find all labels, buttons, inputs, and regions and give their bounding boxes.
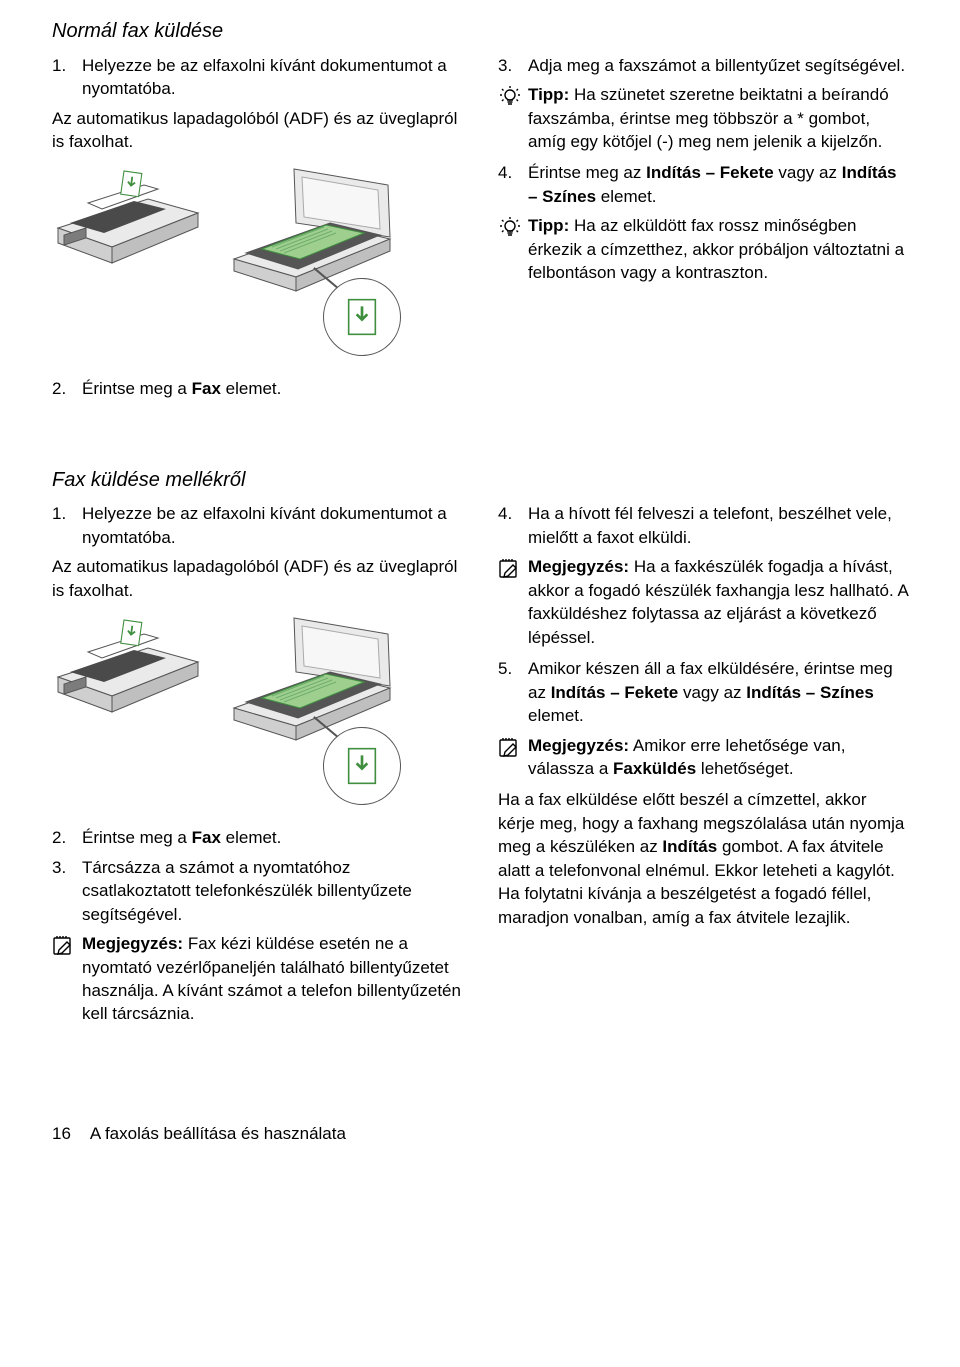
s2-step4: 4. Ha a hívott fél felveszi a telefont, … — [498, 502, 908, 549]
section1-title: Normál fax küldése — [52, 18, 908, 46]
step-text: Érintse meg a Fax elemet. — [82, 826, 462, 849]
step-text: Ha a hívott fél felveszi a telefont, bes… — [528, 502, 908, 549]
printer-adf-icon — [52, 612, 204, 722]
section1-right: 3. Adja meg a faxszámot a billentyűzet s… — [498, 54, 908, 407]
section2-title: Fax küldése mellékről — [52, 467, 908, 495]
t: Indítás — [662, 837, 717, 856]
section2-columns: 1. Helyezze be az elfaxolni kívánt dokum… — [52, 502, 908, 1033]
section1-left: 1. Helyezze be az elfaxolni kívánt dokum… — [52, 54, 462, 407]
t: Faxküldés — [613, 759, 696, 778]
note-icon — [498, 555, 528, 649]
s2-note3: Megjegyzés: Amikor erre lehetősége van, … — [498, 734, 908, 781]
t: Indítás – Fekete — [551, 683, 679, 702]
step-text: Érintse meg az Indítás – Fekete vagy az … — [528, 161, 908, 208]
text-bold: Tipp: — [528, 216, 569, 235]
t: Megjegyzés: — [82, 934, 183, 953]
s2-para: Ha a fax elküldése előtt beszél a címzet… — [498, 788, 908, 929]
section2-right: 4. Ha a hívott fél felveszi a telefont, … — [498, 502, 908, 1033]
step-text: Helyezze be az elfaxolni kívánt dokument… — [82, 54, 462, 101]
printer-flatbed-wrap — [228, 612, 428, 812]
printer-adf-icon — [52, 163, 204, 273]
step-number: 2. — [52, 377, 82, 400]
step-number: 2. — [52, 826, 82, 849]
step-number: 1. — [52, 502, 82, 549]
s2-step3: 3. Tárcsázza a számot a nyomtatóhoz csat… — [52, 856, 462, 926]
text-body: Ha szünetet szeretne beiktatni a beírand… — [528, 85, 889, 151]
t: lehetőséget. — [696, 759, 793, 778]
tip-text: Tipp: Ha az elküldött fax rossz minőségb… — [528, 214, 908, 284]
section1-columns: 1. Helyezze be az elfaxolni kívánt dokum… — [52, 54, 908, 407]
printer-flatbed-icon — [228, 612, 398, 742]
text-post: elemet. — [221, 379, 281, 398]
t: elemet. — [221, 828, 281, 847]
t: elemet. — [528, 706, 584, 725]
t: Érintse meg az — [528, 163, 646, 182]
s2-adf-note: Az automatikus lapadagolóból (ADF) és az… — [52, 555, 462, 602]
note-text: Megjegyzés: Ha a faxkészülék fogadja a h… — [528, 555, 908, 649]
printer-flatbed-wrap — [228, 163, 428, 363]
s2-step5: 5. Amikor készen áll a fax elküldésére, … — [498, 657, 908, 727]
s1-tip1: Tipp: Ha szünetet szeretne beiktatni a b… — [498, 83, 908, 153]
step-text: Adja meg a faxszámot a billentyűzet segí… — [528, 54, 908, 77]
tip-text: Tipp: Ha szünetet szeretne beiktatni a b… — [528, 83, 908, 153]
text-bold: Tipp: — [528, 85, 569, 104]
note-text: Megjegyzés: Fax kézi küldése esetén ne a… — [82, 932, 462, 1026]
step-number: 4. — [498, 161, 528, 208]
s1-step1: 1. Helyezze be az elfaxolni kívánt dokum… — [52, 54, 462, 101]
note-icon — [52, 932, 82, 1026]
t: Indítás – Színes — [746, 683, 874, 702]
s1-step3: 3. Adja meg a faxszámot a billentyűzet s… — [498, 54, 908, 77]
step-number: 5. — [498, 657, 528, 727]
note-icon — [498, 734, 528, 781]
page-footer: 16 A faxolás beállítása és használata — [52, 1122, 908, 1145]
note-text: Megjegyzés: Amikor erre lehetősége van, … — [528, 734, 908, 781]
step-text: Tárcsázza a számot a nyomtatóhoz csatlak… — [82, 856, 462, 926]
tip-icon — [498, 214, 528, 284]
step-text: Helyezze be az elfaxolni kívánt dokument… — [82, 502, 462, 549]
step-number: 1. — [52, 54, 82, 101]
tip-icon — [498, 83, 528, 153]
t: elemet. — [596, 187, 656, 206]
t: vagy az — [678, 683, 746, 702]
s1-tip2: Tipp: Ha az elküldött fax rossz minőségb… — [498, 214, 908, 284]
t: Fax — [192, 828, 221, 847]
section2-left: 1. Helyezze be az elfaxolni kívánt dokum… — [52, 502, 462, 1033]
step-number: 4. — [498, 502, 528, 549]
footer-title: A faxolás beállítása és használata — [90, 1124, 346, 1143]
s2-note1: Megjegyzés: Fax kézi küldése esetén ne a… — [52, 932, 462, 1026]
step-text: Amikor készen áll a fax elküldésére, éri… — [528, 657, 908, 727]
t: Érintse meg a — [82, 828, 192, 847]
printer-flatbed-icon — [228, 163, 398, 293]
s2-note2: Megjegyzés: Ha a faxkészülék fogadja a h… — [498, 555, 908, 649]
step-text: Érintse meg a Fax elemet. — [82, 377, 462, 400]
t: Megjegyzés: — [528, 557, 629, 576]
s1-adf-note: Az automatikus lapadagolóból (ADF) és az… — [52, 107, 462, 154]
text-body: Ha az elküldött fax rossz minőségben érk… — [528, 216, 904, 282]
t: Megjegyzés: — [528, 736, 629, 755]
step-number: 3. — [52, 856, 82, 926]
text-pre: Érintse meg a — [82, 379, 192, 398]
s1-step4: 4. Érintse meg az Indítás – Fekete vagy … — [498, 161, 908, 208]
t: vagy az — [774, 163, 842, 182]
s1-illustration — [52, 163, 462, 363]
step-number: 3. — [498, 54, 528, 77]
t: Indítás – Fekete — [646, 163, 774, 182]
magnifier-icon — [323, 727, 401, 805]
page-number: 16 — [52, 1124, 71, 1143]
text-bold: Fax — [192, 379, 221, 398]
s1-step2: 2. Érintse meg a Fax elemet. — [52, 377, 462, 400]
s2-step1: 1. Helyezze be az elfaxolni kívánt dokum… — [52, 502, 462, 549]
s2-illustration — [52, 612, 462, 812]
s2-step2: 2. Érintse meg a Fax elemet. — [52, 826, 462, 849]
section2: Fax küldése mellékről 1. Helyezze be az … — [52, 467, 908, 1034]
magnifier-icon — [323, 278, 401, 356]
